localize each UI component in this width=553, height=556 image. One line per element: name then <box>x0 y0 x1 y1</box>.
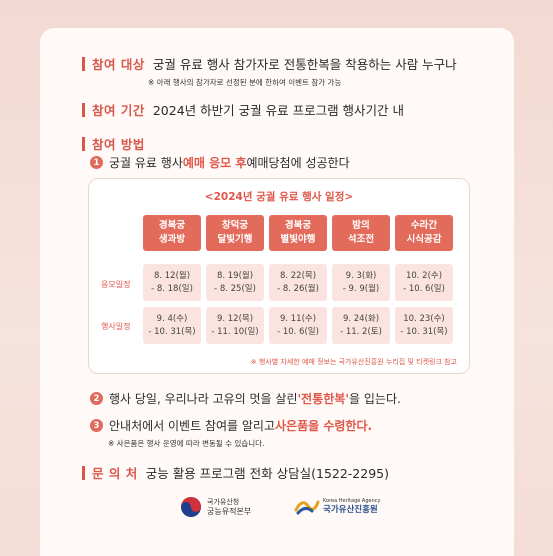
event-date-cell: 9. 12(목) - 11. 10(일) <box>206 307 264 344</box>
date-end: - 8. 25(일) <box>214 283 256 294</box>
section-bar <box>82 136 85 151</box>
event-name-line2: 시식공감 <box>406 234 442 245</box>
date-start: 8. 12(월) <box>153 270 191 281</box>
row-label-apply: 응모일정 <box>101 280 131 289</box>
schedule-box: <2024년 궁궐 유료 행사 일정> 경복궁 생과방 창덕궁 달빛기행 경복궁… <box>88 178 470 374</box>
step-2-highlight: '전통한복' <box>297 392 350 406</box>
contact-text: 궁능 활용 프로그램 전화 상담실(1522-2295) <box>145 466 389 481</box>
event-date-cell: 10. 23(수) - 10. 31(목) <box>395 307 453 344</box>
event-name-line1: 수라간 <box>410 220 438 231</box>
step-1: 1 궁궐 유료 행사 예매 응모 후 예매당첨에 성공한다 <box>90 154 350 171</box>
event-header-cell: 경복궁 별빛야행 <box>269 215 327 251</box>
date-end: - 11. 10(일) <box>211 326 259 337</box>
schedule-title: <2024년 궁궐 유료 행사 일정> <box>204 191 354 203</box>
date-start: 9. 12(목) <box>216 313 254 324</box>
logo1-line2: 궁능유적본부 <box>207 507 252 516</box>
step-3-note: ※ 사은품은 행사 운영에 따라 변동될 수 있습니다. <box>108 439 265 448</box>
schedule-note: ※ 행사별 자세한 예매 정보는 국가유산진흥원 누리집 및 티켓링크 참고 <box>250 358 457 366</box>
step-3: 3 안내처에서 이벤트 참여를 알리고 사은품을 수령한다. <box>90 417 372 434</box>
date-start: 10. 2(수) <box>405 270 443 281</box>
date-end: - 8. 18(일) <box>151 283 193 294</box>
section-bar <box>82 102 85 117</box>
step-3-highlight: 사은품을 수령한다. <box>275 419 373 433</box>
period-label: 참여 기간 <box>92 103 145 118</box>
apply-date-cell: 9. 3(화) - 9. 9(월) <box>332 264 390 301</box>
event-date-cell: 9. 11(수) - 10. 6(일) <box>269 307 327 344</box>
date-end: - 10. 31(목) <box>148 326 196 337</box>
method-label: 참여 방법 <box>92 137 145 152</box>
event-name-line1: 경복궁 <box>158 220 186 231</box>
section-bar <box>82 56 85 71</box>
apply-date-cell: 8. 19(월) - 8. 25(일) <box>206 264 264 301</box>
target-label: 참여 대상 <box>92 57 145 72</box>
logo1-line1: 국가유산청 <box>207 498 240 506</box>
taeguk-icon <box>181 497 201 517</box>
target-text: 궁궐 유료 행사 참가자로 전통한복을 착용하는 사람 누구나 <box>152 57 457 72</box>
event-name-line2: 석조전 <box>347 234 375 245</box>
event-header-cell: 수라간 시식공감 <box>395 215 453 251</box>
target-section: 참여 대상 궁궐 유료 행사 참가자로 전통한복을 착용하는 사람 누구나 <box>82 54 457 73</box>
step-number-badge: 2 <box>90 392 103 405</box>
step-2-pre: 행사 당일, 우리나라 고유의 멋을 살린 <box>109 392 298 406</box>
step-2: 2 행사 당일, 우리나라 고유의 멋을 살린 '전통한복' 을 입는다. <box>90 390 401 407</box>
period-section: 참여 기간 2024년 하반기 궁궐 유료 프로그램 행사기간 내 <box>82 100 404 119</box>
apply-date-cell: 8. 12(월) - 8. 18(일) <box>143 264 201 301</box>
apply-date-cell: 8. 22(목) - 8. 26(월) <box>269 264 327 301</box>
date-start: 9. 24(화) <box>342 313 380 324</box>
event-date-cell: 9. 4(수) - 10. 31(목) <box>143 307 201 344</box>
date-end: - 8. 26(월) <box>277 283 319 294</box>
section-bar <box>82 465 85 480</box>
method-section: 참여 방법 <box>82 134 153 153</box>
step-1-post: 예매당첨에 성공한다 <box>246 156 350 170</box>
step-number-badge: 1 <box>90 156 103 169</box>
date-end: - 10. 6(일) <box>403 283 445 294</box>
khpa-emblem-icon <box>294 500 320 515</box>
event-name-line1: 경복궁 <box>284 220 312 231</box>
event-header-cell: 경복궁 생과방 <box>143 215 201 251</box>
date-end: - 10. 31(목) <box>400 326 448 337</box>
event-name-line2: 달빛기행 <box>217 234 253 245</box>
step-1-pre: 궁궐 유료 행사 <box>109 156 183 170</box>
footer: 국가유산청 궁능유적본부 Korea Heritage Agency 국가유산진… <box>0 496 553 520</box>
event-name-line2: 별빛야행 <box>280 234 316 245</box>
event-date-cell: 9. 24(화) - 11. 2(토) <box>332 307 390 344</box>
date-end: - 10. 6(일) <box>277 326 319 337</box>
date-start: 9. 4(수) <box>156 313 188 324</box>
step-3-pre: 안내처에서 이벤트 참여를 알리고 <box>109 419 276 433</box>
logo2-line2: 국가유산진흥원 <box>323 505 378 515</box>
event-name-line1: 밤의 <box>352 220 370 231</box>
date-start: 9. 3(화) <box>345 270 377 281</box>
contact-label: 문 의 처 <box>92 466 138 481</box>
date-start: 8. 22(목) <box>279 270 317 281</box>
period-text: 2024년 하반기 궁궐 유료 프로그램 행사기간 내 <box>152 103 405 118</box>
target-note: ※ 아래 행사의 참가자로 선정된 분에 한하여 이벤트 참가 가능 <box>148 78 342 87</box>
apply-date-cell: 10. 2(수) - 10. 6(일) <box>395 264 453 301</box>
date-start: 8. 19(월) <box>216 270 254 281</box>
logo2-line1: Korea Heritage Agency <box>323 498 381 504</box>
date-end: - 11. 2(토) <box>340 326 382 337</box>
step-1-highlight: 예매 응모 후 <box>182 156 247 170</box>
event-name-line2: 생과방 <box>158 234 186 245</box>
date-end: - 9. 9(월) <box>342 283 380 294</box>
event-header-cell: 창덕궁 달빛기행 <box>206 215 264 251</box>
khpa-logo: Korea Heritage Agency 국가유산진흥원 <box>294 496 380 516</box>
event-header-cell: 밤의 석조전 <box>332 215 390 251</box>
date-start: 10. 23(수) <box>403 313 445 324</box>
date-start: 9. 11(수) <box>279 313 317 324</box>
event-name-line1: 창덕궁 <box>221 220 249 231</box>
step-2-post: 을 입는다. <box>349 392 401 406</box>
step-number-badge: 3 <box>90 419 103 432</box>
contact-section: 문 의 처 궁능 활용 프로그램 전화 상담실(1522-2295) <box>82 463 389 482</box>
cha-logo: 국가유산청 궁능유적본부 <box>180 496 251 518</box>
row-label-event: 행사일정 <box>101 322 131 331</box>
